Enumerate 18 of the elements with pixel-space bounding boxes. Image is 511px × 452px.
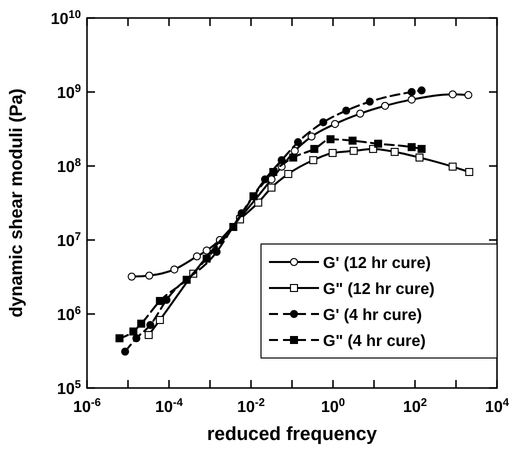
y-tick-label: 10$^{7}$ [56, 231, 81, 250]
legend-label: G' (12 hr cure) [323, 255, 431, 272]
legend-label: G' (4 hr cure) [323, 307, 422, 324]
x-tick-label: 10$^{0}$ [320, 397, 346, 416]
y-tick-label: 10$^{9}$ [56, 83, 81, 102]
y-tick-label: 10$^{10}$ [50, 9, 81, 28]
legend-label: G" (12 hr cure) [323, 281, 435, 298]
x-tick-label: 10$^{-2}$ [237, 397, 265, 416]
y-tick-label: 10$^{6}$ [56, 305, 81, 324]
x-tick-label: 10$^{-4}$ [155, 397, 184, 416]
x-tick-label: 10$^{-6}$ [73, 397, 101, 416]
legend-label: G" (4 hr cure) [323, 333, 426, 350]
x-axis-title: reduced frequency [207, 424, 378, 445]
y-axis-title: dynamic shear moduli (Pa) [6, 88, 26, 318]
x-tick-label: 10$^{4}$ [484, 397, 510, 416]
y-tick-label: 10$^{5}$ [56, 379, 81, 398]
x-tick-label: 10$^{2}$ [402, 397, 428, 416]
y-tick-label: 10$^{8}$ [56, 157, 81, 176]
